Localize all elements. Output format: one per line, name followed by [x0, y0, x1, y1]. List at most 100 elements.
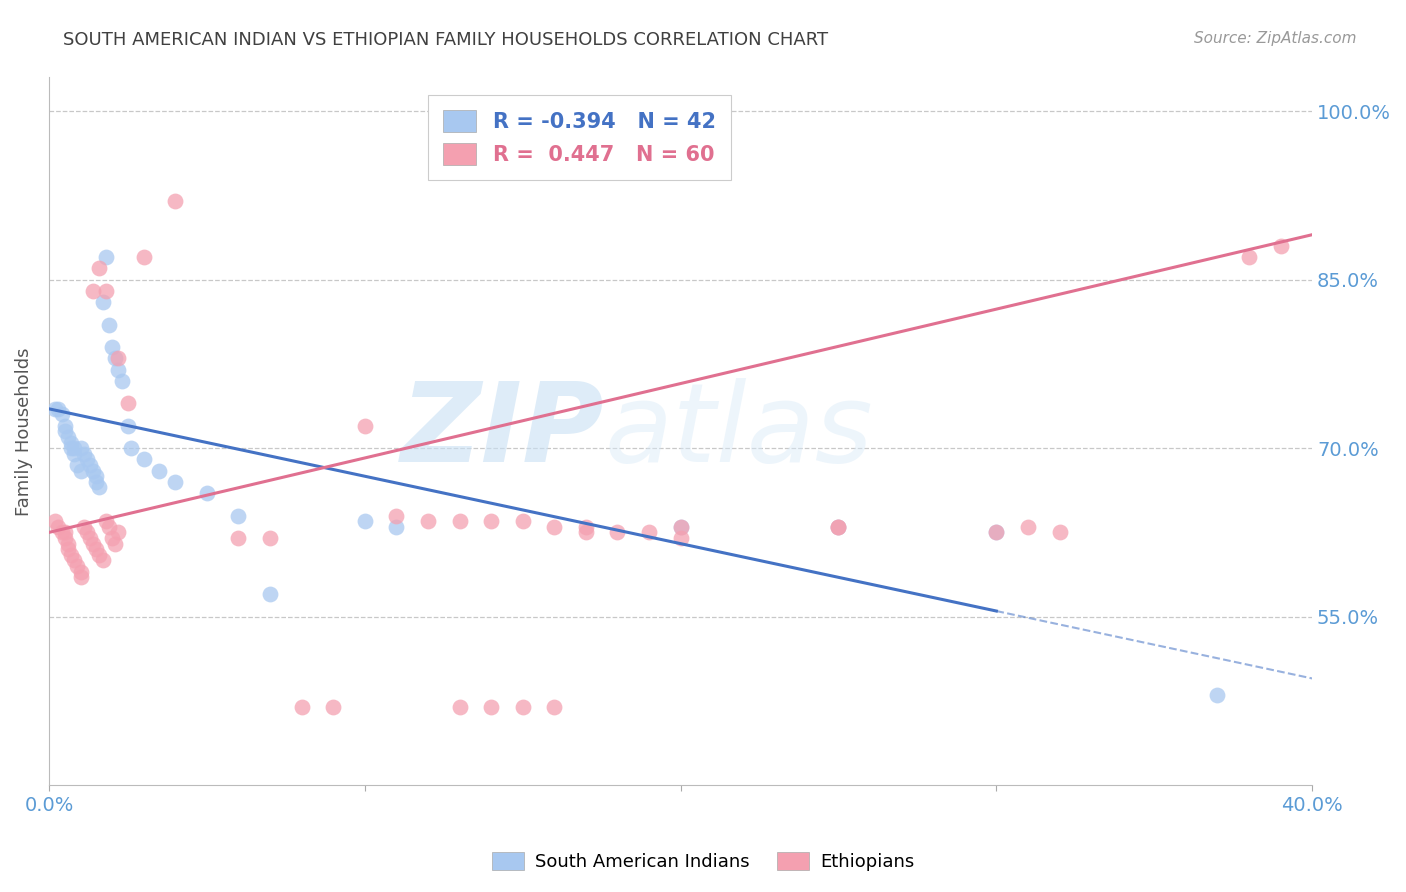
- Point: [53, 531, 76, 545]
- Point: [60, 441, 83, 455]
- Point: [1237, 250, 1260, 264]
- Point: [353, 418, 375, 433]
- Point: [1017, 520, 1039, 534]
- Point: [66, 559, 89, 574]
- Point: [60, 435, 83, 450]
- Text: Source: ZipAtlas.com: Source: ZipAtlas.com: [1194, 31, 1357, 46]
- Point: [195, 486, 218, 500]
- Point: [107, 351, 129, 366]
- Point: [449, 699, 471, 714]
- Point: [56, 536, 79, 550]
- Text: ZIP: ZIP: [401, 378, 605, 484]
- Point: [228, 531, 250, 545]
- Point: [669, 520, 692, 534]
- Point: [638, 525, 661, 540]
- Point: [110, 374, 132, 388]
- Point: [76, 525, 98, 540]
- Point: [165, 194, 187, 208]
- Point: [669, 520, 692, 534]
- Point: [98, 318, 121, 332]
- Point: [76, 452, 98, 467]
- Point: [104, 351, 127, 366]
- Point: [827, 520, 849, 534]
- Point: [79, 458, 101, 472]
- Point: [104, 536, 127, 550]
- Point: [63, 553, 86, 567]
- Point: [94, 284, 117, 298]
- Point: [606, 525, 628, 540]
- Point: [165, 475, 187, 489]
- Point: [449, 514, 471, 528]
- Point: [69, 565, 91, 579]
- Text: SOUTH AMERICAN INDIAN VS ETHIOPIAN FAMILY HOUSEHOLDS CORRELATION CHART: SOUTH AMERICAN INDIAN VS ETHIOPIAN FAMIL…: [63, 31, 828, 49]
- Point: [69, 441, 91, 455]
- Point: [44, 514, 66, 528]
- Point: [228, 508, 250, 523]
- Point: [89, 548, 111, 562]
- Point: [48, 520, 70, 534]
- Point: [86, 469, 108, 483]
- Point: [48, 401, 70, 416]
- Point: [56, 542, 79, 557]
- Point: [107, 525, 129, 540]
- Point: [51, 525, 73, 540]
- Point: [479, 699, 502, 714]
- Point: [291, 699, 314, 714]
- Point: [986, 525, 1008, 540]
- Point: [107, 362, 129, 376]
- Point: [82, 536, 104, 550]
- Point: [94, 514, 117, 528]
- Point: [101, 531, 124, 545]
- Point: [385, 520, 408, 534]
- Point: [82, 464, 104, 478]
- Point: [1206, 688, 1229, 702]
- Point: [322, 699, 344, 714]
- Point: [132, 452, 155, 467]
- Point: [575, 525, 598, 540]
- Point: [73, 520, 96, 534]
- Point: [132, 250, 155, 264]
- Point: [416, 514, 439, 528]
- Point: [827, 520, 849, 534]
- Point: [63, 447, 86, 461]
- Point: [117, 418, 139, 433]
- Point: [89, 480, 111, 494]
- Point: [66, 458, 89, 472]
- Point: [148, 464, 170, 478]
- Y-axis label: Family Households: Family Households: [15, 347, 32, 516]
- Point: [51, 408, 73, 422]
- Point: [512, 699, 534, 714]
- Point: [669, 531, 692, 545]
- Point: [89, 261, 111, 276]
- Point: [73, 447, 96, 461]
- Point: [479, 514, 502, 528]
- Legend: R = -0.394   N = 42, R =  0.447   N = 60: R = -0.394 N = 42, R = 0.447 N = 60: [429, 95, 731, 180]
- Point: [543, 699, 565, 714]
- Point: [91, 295, 114, 310]
- Point: [120, 441, 142, 455]
- Point: [827, 520, 849, 534]
- Point: [1270, 239, 1292, 253]
- Point: [53, 525, 76, 540]
- Point: [259, 531, 281, 545]
- Point: [82, 284, 104, 298]
- Point: [86, 475, 108, 489]
- Point: [98, 520, 121, 534]
- Point: [117, 396, 139, 410]
- Point: [101, 340, 124, 354]
- Point: [63, 441, 86, 455]
- Point: [53, 425, 76, 439]
- Point: [259, 587, 281, 601]
- Point: [986, 525, 1008, 540]
- Point: [385, 508, 408, 523]
- Point: [56, 430, 79, 444]
- Point: [69, 464, 91, 478]
- Point: [575, 520, 598, 534]
- Point: [79, 531, 101, 545]
- Point: [1049, 525, 1071, 540]
- Point: [53, 418, 76, 433]
- Point: [86, 542, 108, 557]
- Legend: South American Indians, Ethiopians: South American Indians, Ethiopians: [485, 846, 921, 879]
- Point: [94, 250, 117, 264]
- Point: [60, 548, 83, 562]
